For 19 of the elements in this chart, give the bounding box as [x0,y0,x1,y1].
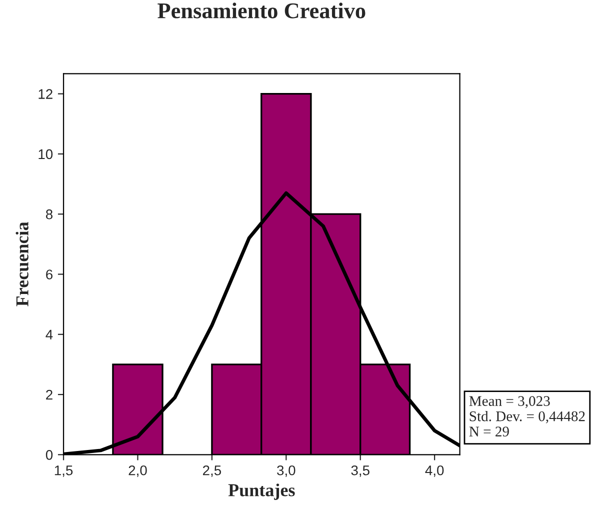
x-tick-label: 3,5 [351,465,370,477]
y-tick-label: 0 [46,450,53,460]
x-axis-title: Puntajes [228,484,295,500]
y-tick-label: 12 [38,89,52,99]
x-tick-label: 3,0 [277,465,296,477]
chart-title: Pensamiento Creativo [158,2,366,18]
x-tick-label: 1,5 [54,466,73,477]
y-axis-title: Frecuencia [16,222,28,306]
text: Std. Dev. = 0,44482 [470,410,585,424]
x-tick-label: 4,0 [425,465,444,477]
x-tick-label: 2,5 [202,465,222,477]
y-tick-label: 8 [46,209,53,220]
x-tick-label: 2,0 [128,465,147,477]
y-tick-label: 10 [38,149,53,160]
text: N = 29 [469,426,509,436]
y-tick-label: 4 [46,330,53,340]
y-tick-label: 2 [46,390,52,400]
y-tick-label: 6 [46,270,52,280]
text: Mean = 3,023 [469,396,550,408]
